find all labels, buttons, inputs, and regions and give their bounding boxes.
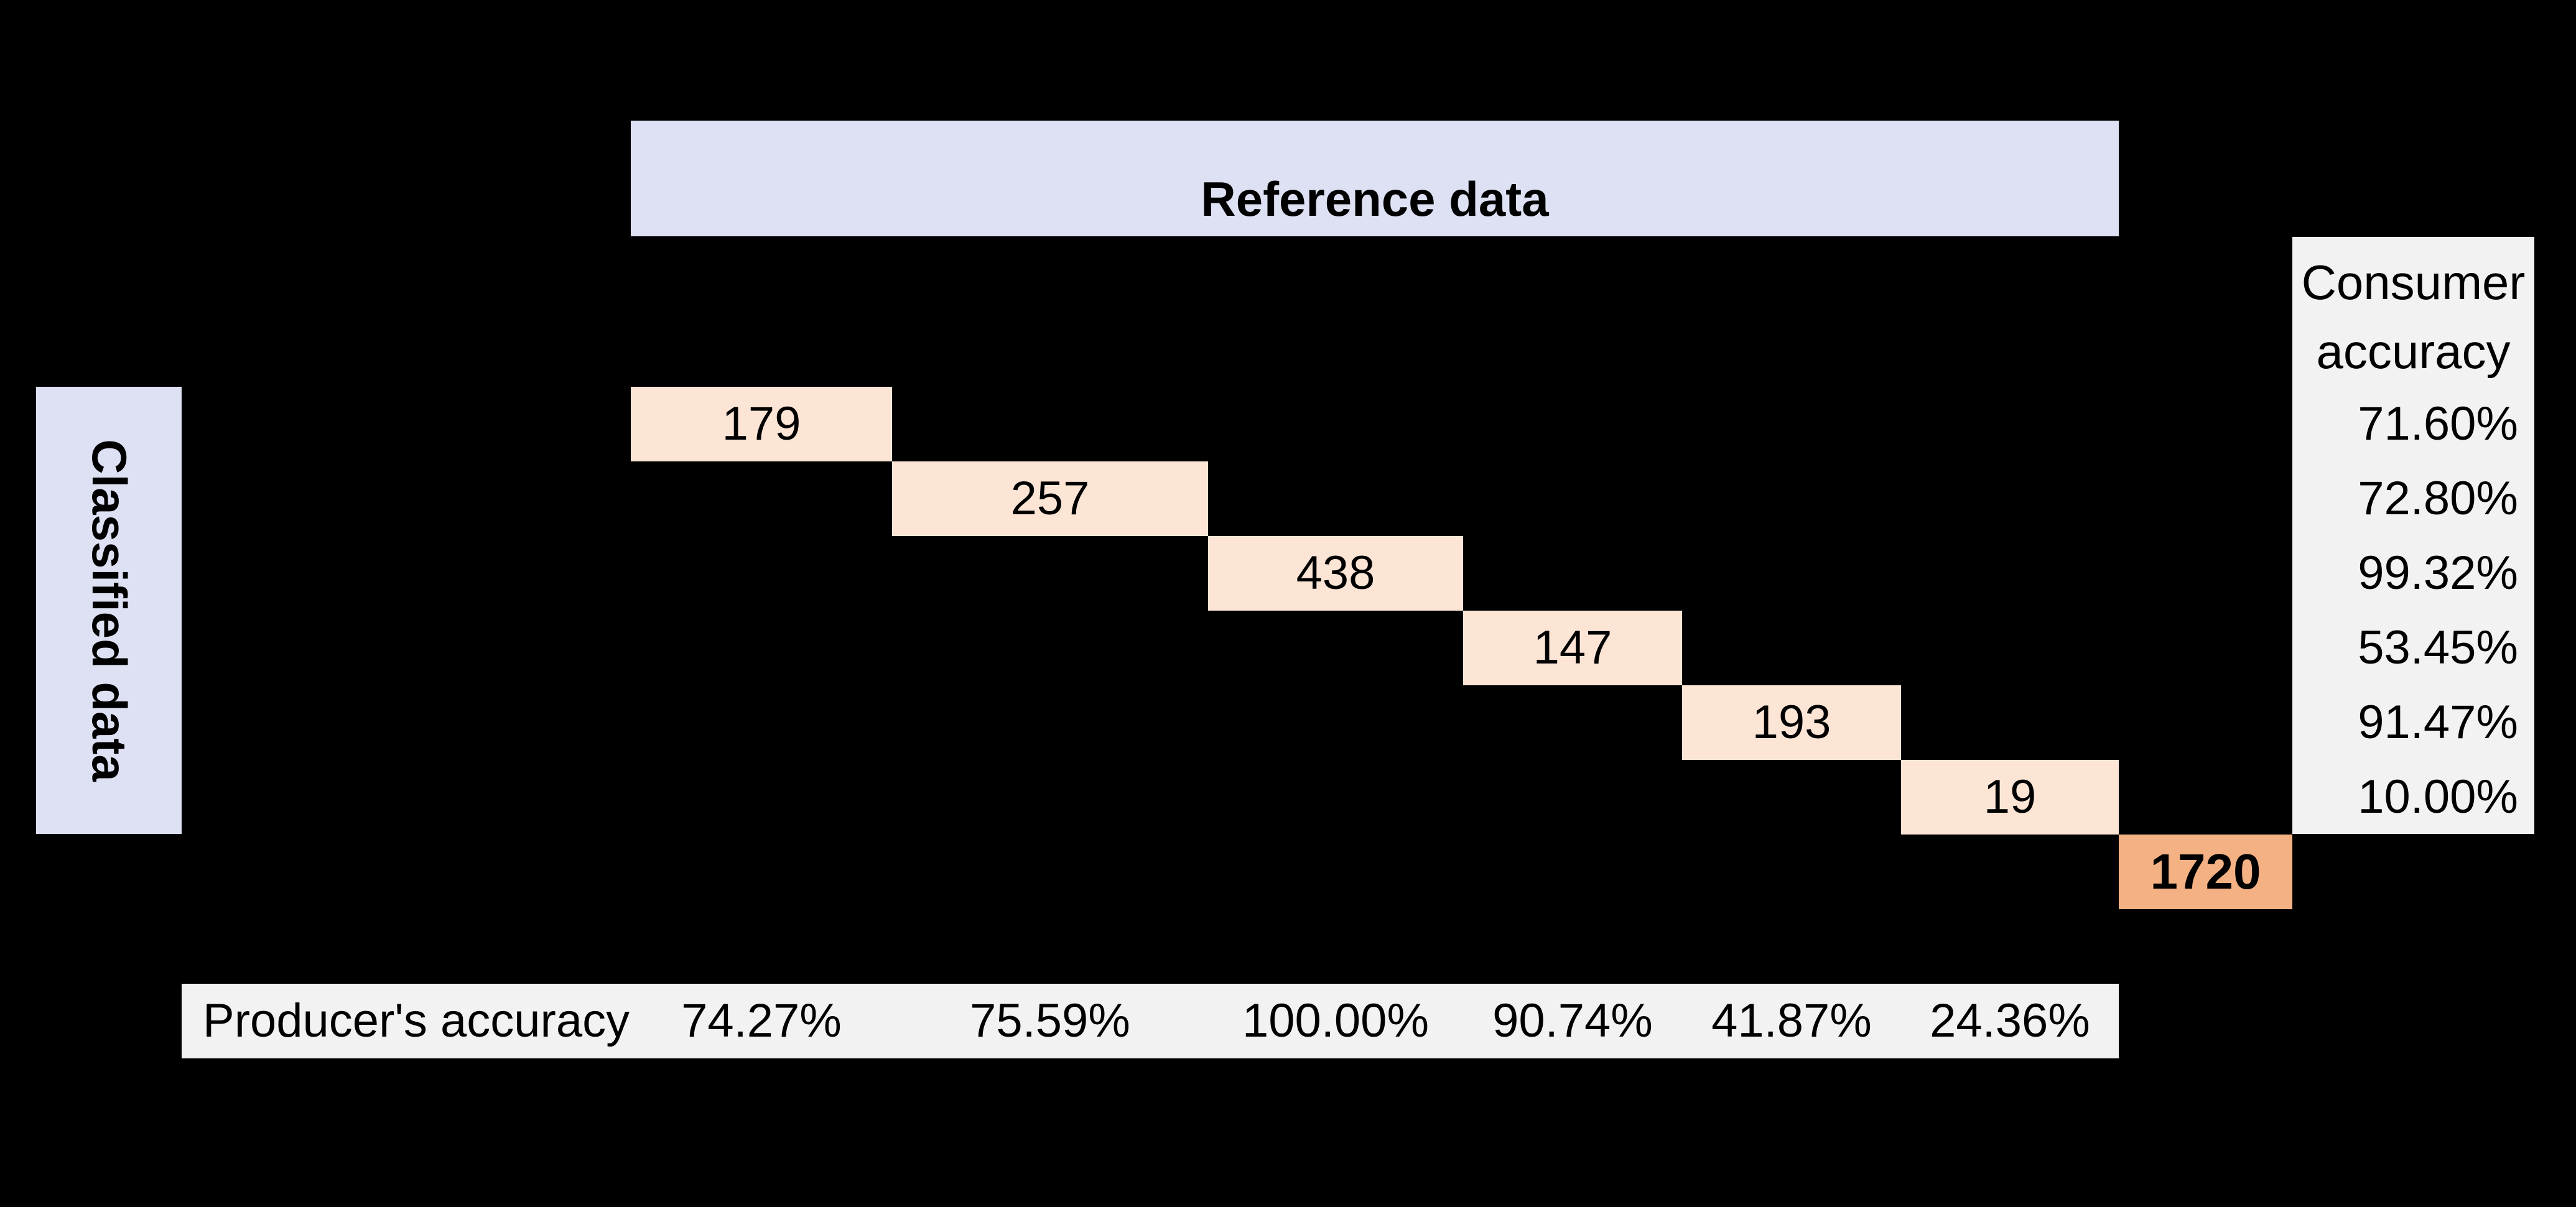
reference-data-label: Reference data: [1201, 172, 1549, 226]
producer-accuracy-2: 75.59%: [970, 994, 1130, 1047]
consumer-accuracy-2: 72.80%: [2358, 472, 2518, 525]
producer-accuracy-5: 41.87%: [1711, 994, 1872, 1047]
producer-accuracy-1: 74.27%: [681, 994, 842, 1047]
consumer-accuracy-6: 10.00%: [2358, 770, 2518, 823]
diagonal-cell-1: 179: [631, 387, 892, 461]
diagonal-cell-5: 193: [1682, 685, 1901, 760]
diagonal-cell-4: 147: [1463, 611, 1682, 685]
consumer-accuracy-header: Consumer accuracy: [2292, 249, 2534, 386]
diagonal-cell-2: 257: [892, 461, 1208, 536]
producer-accuracy-3: 100.00%: [1242, 994, 1430, 1047]
consumer-accuracy-title-line-2: accuracy: [2316, 324, 2511, 379]
consumer-accuracy-title-line-1: Consumer: [2301, 255, 2526, 310]
producer-accuracy-band: [182, 984, 2119, 1058]
consumer-accuracy-3: 99.32%: [2358, 547, 2518, 599]
classified-data-label: Classified data: [81, 439, 137, 782]
total-cell: 1720: [2119, 835, 2292, 909]
consumer-accuracy-5: 91.47%: [2358, 696, 2518, 749]
consumer-accuracy-panel: [2292, 237, 2534, 834]
producer-accuracy-4: 90.74%: [1492, 994, 1653, 1047]
consumer-accuracy-4: 53.45%: [2358, 621, 2518, 674]
reference-data-header: Reference data: [631, 121, 2119, 236]
producer-accuracy-6: 24.36%: [1930, 994, 2090, 1047]
diagonal-cell-3: 438: [1208, 536, 1463, 611]
diagonal-cell-6: 19: [1901, 760, 2119, 835]
consumer-accuracy-1: 71.60%: [2358, 397, 2518, 450]
classified-data-header: Classified data: [36, 387, 182, 834]
producer-accuracy-label: Producer's accuracy: [203, 994, 630, 1047]
